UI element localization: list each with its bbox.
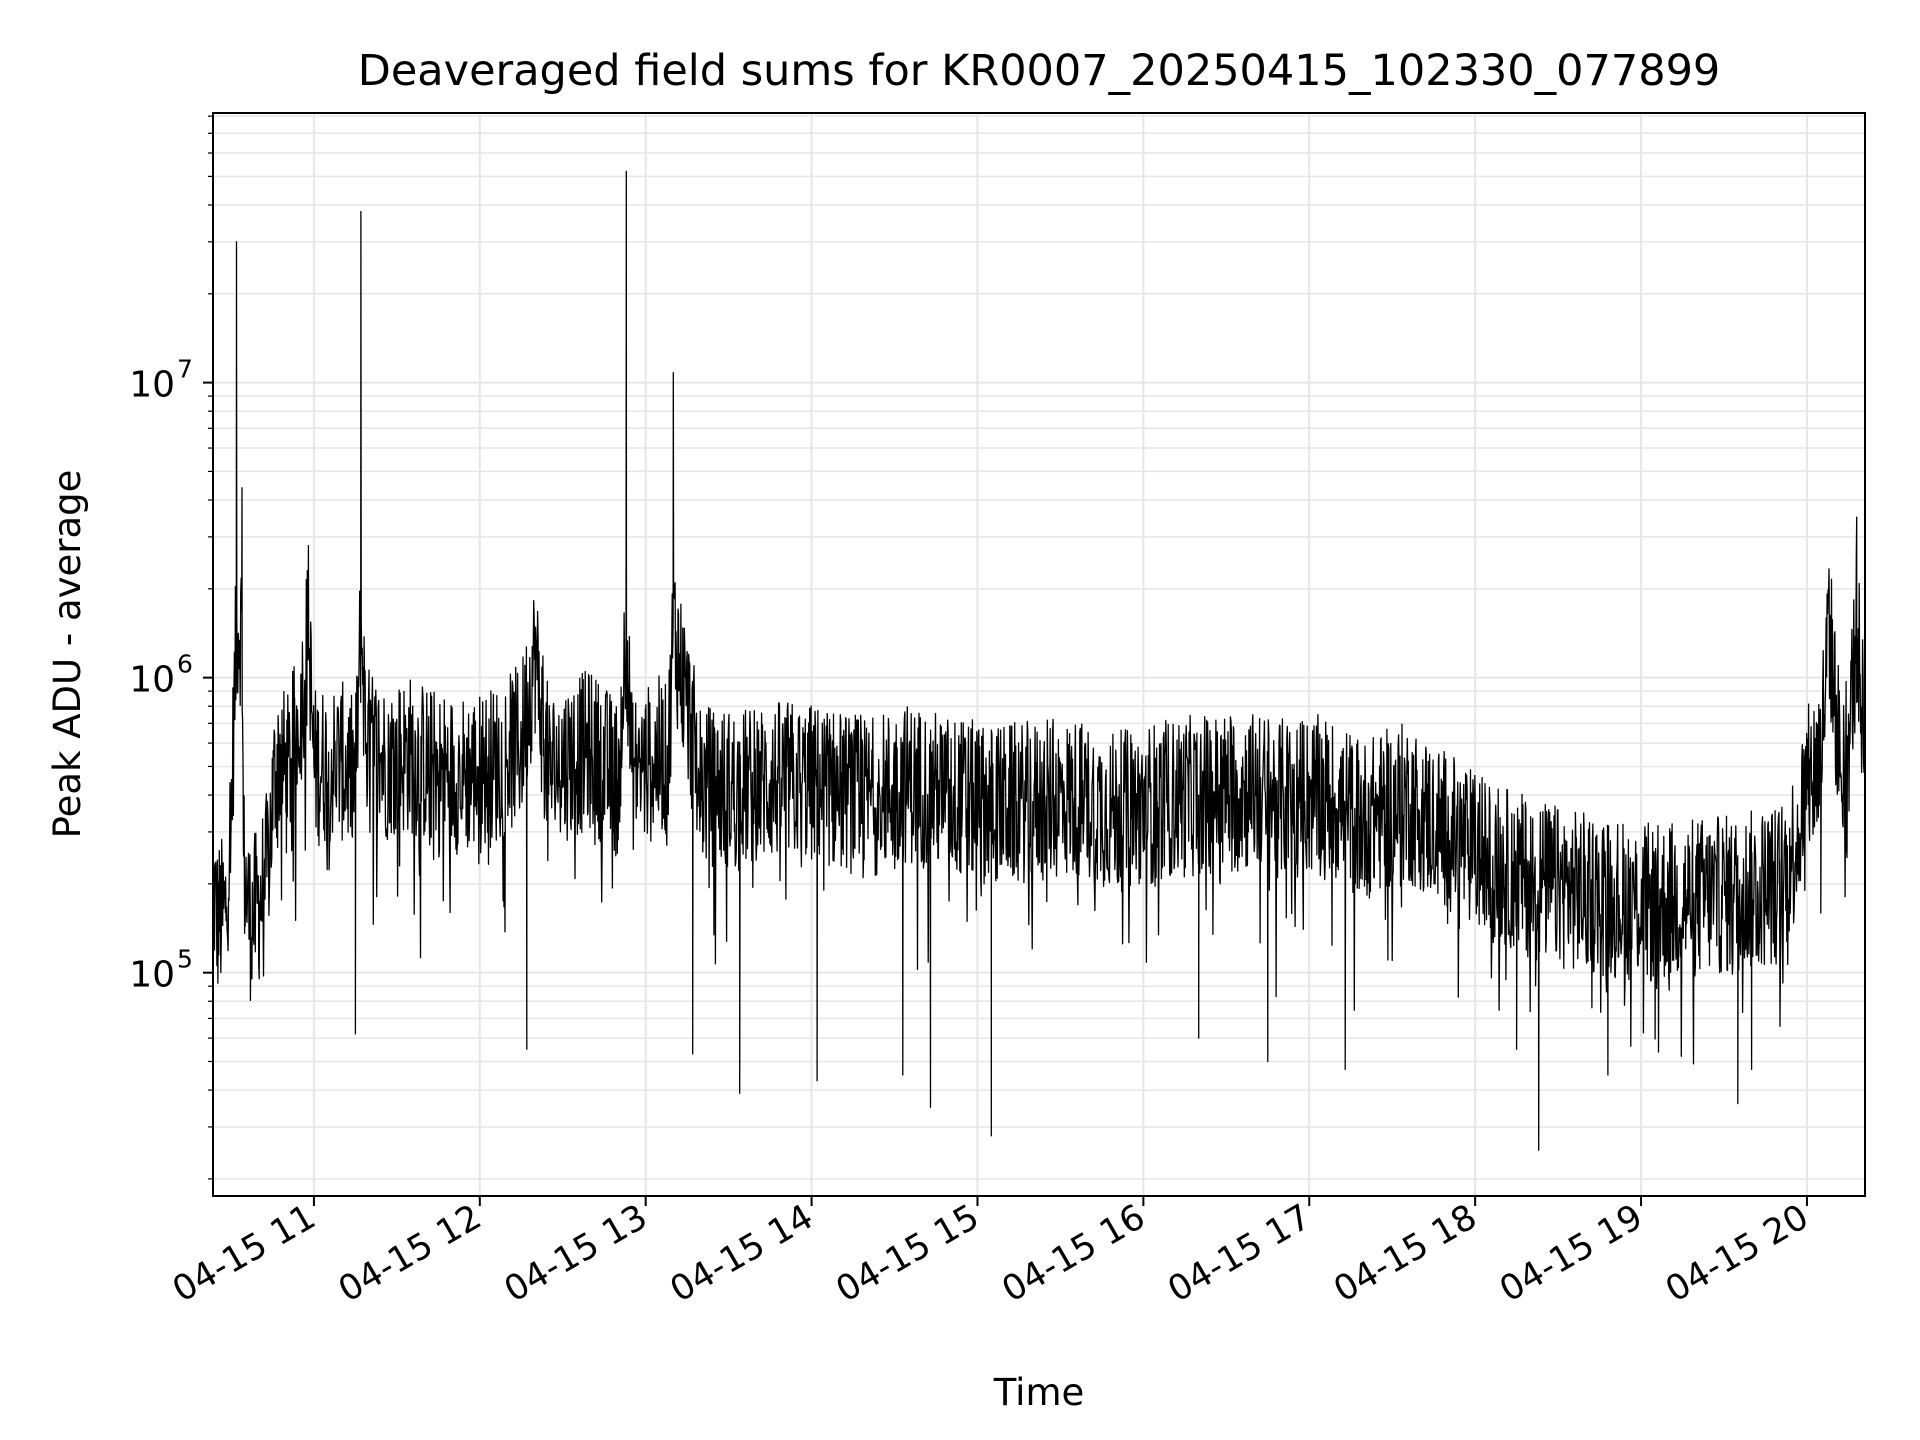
x-tick-label: 04-15 13 — [498, 1197, 654, 1310]
x-tick-label: 04-15 17 — [1161, 1197, 1317, 1310]
x-axis: 04-15 11 04-15 12 04-15 13 04-15 14 04-15 15… — [166, 1196, 1815, 1310]
y-tick-exponent: 6 — [177, 650, 193, 679]
x-tick-label: 04-15 15 — [830, 1197, 986, 1310]
grid-major — [213, 113, 1865, 1196]
x-tick-label: 04-15 20 — [1659, 1197, 1815, 1310]
x-tick-label: 04-15 19 — [1493, 1197, 1649, 1310]
y-axis-label: Peak ADU - average — [46, 470, 89, 839]
x-tick-label: 04-15 12 — [332, 1197, 488, 1310]
series-group — [212, 170, 1866, 1151]
x-tick-label: 04-15 14 — [664, 1197, 820, 1310]
grid-minor — [208, 115, 1865, 1180]
y-tick-label: 10 — [129, 365, 175, 406]
y-tick-label: 10 — [129, 660, 175, 701]
x-tick-label: 04-15 11 — [166, 1197, 322, 1310]
y-tick-exponent: 5 — [177, 945, 193, 974]
y-tick-label: 10 — [129, 955, 175, 996]
x-axis-label: Time — [993, 1371, 1085, 1414]
x-tick-label: 04-15 18 — [1327, 1197, 1483, 1310]
y-tick-exponent: 7 — [177, 355, 193, 384]
x-tick-label: 04-15 16 — [996, 1197, 1152, 1310]
series-line-0 — [212, 170, 1866, 1151]
plot-frame — [212, 112, 1866, 1197]
chart-title: Deaveraged field sums for KR0007_2025041… — [358, 46, 1721, 96]
